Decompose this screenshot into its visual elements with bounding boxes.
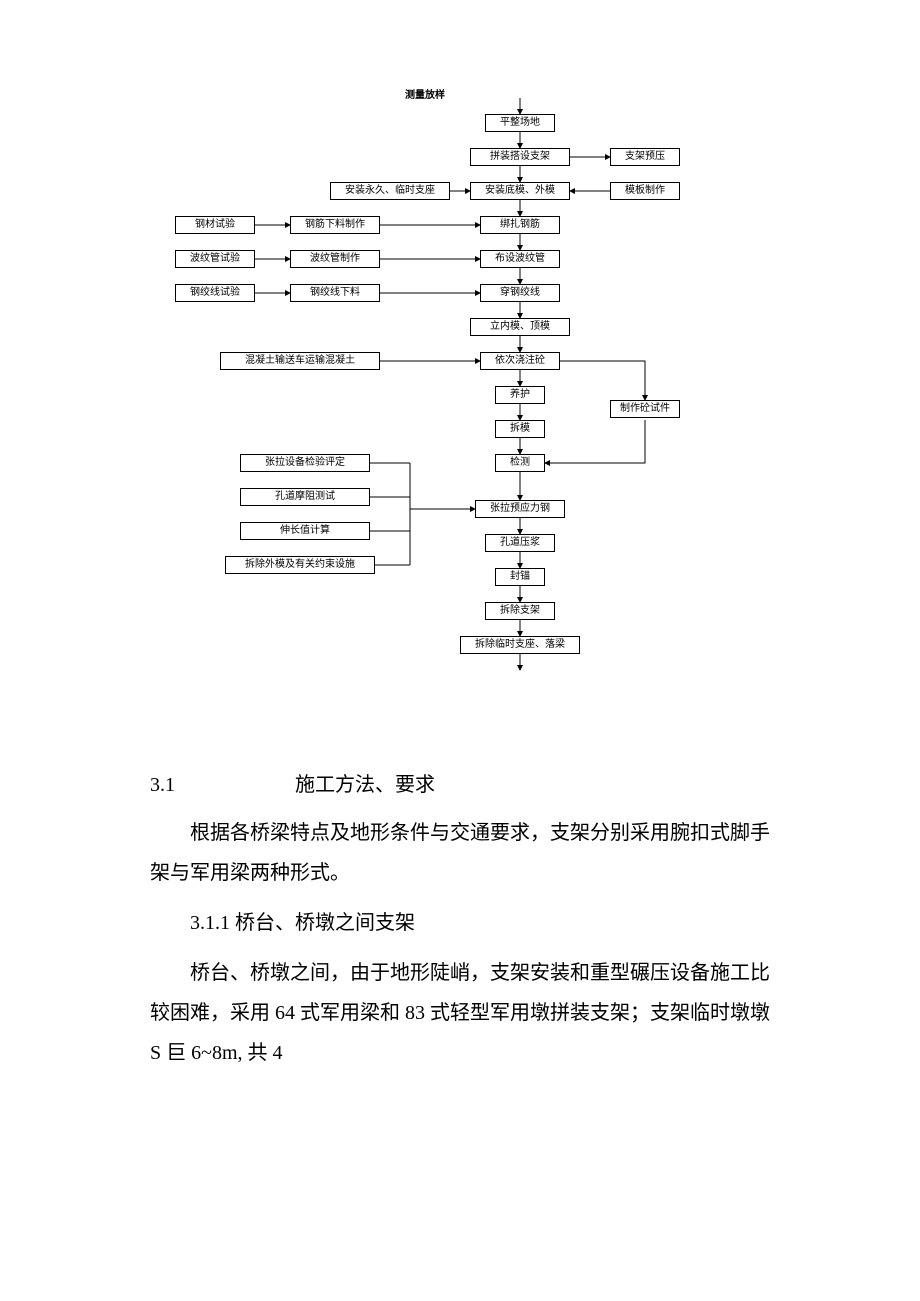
node-lay-corrugated: 布设波纹管: [480, 250, 560, 268]
node-preload: 支架预压: [610, 148, 680, 166]
node-rebar-cut: 钢筋下料制作: [290, 216, 380, 234]
node-form-fabrication: 模板制作: [610, 182, 680, 200]
flow-top-label: 测量放样: [405, 86, 445, 101]
node-install-formwork: 安装底模、外模: [470, 182, 570, 200]
node-install-bearings: 安装永久、临时支座: [330, 182, 450, 200]
node-strand-cut: 钢绞线下料: [290, 284, 380, 302]
paragraph-1: 根据各桥梁特点及地形条件与交通要求，支架分别采用腕扣式脚手架与军用梁两种形式。: [150, 813, 770, 893]
node-pour-concrete: 依次浇注砼: [480, 352, 560, 370]
node-duct-friction: 孔道摩阻测试: [240, 488, 370, 506]
node-corrugated-test: 波纹管试验: [175, 250, 255, 268]
node-steel-test: 钢材试验: [175, 216, 255, 234]
heading-3-1: 3.1 施工方法、要求: [150, 765, 770, 805]
node-elongation-calc: 伸长值计算: [240, 522, 370, 540]
node-duct-grout: 孔道压浆: [485, 534, 555, 552]
node-strip-form: 拆模: [495, 420, 545, 438]
node-seal-anchor: 封锚: [495, 568, 545, 586]
node-level-ground: 平整场地: [485, 114, 555, 132]
node-remove-outer-form: 拆除外模及有关约束设施: [225, 556, 375, 574]
node-strand-test: 钢绞线试验: [175, 284, 255, 302]
heading-title: 施工方法、要求: [295, 774, 435, 796]
flow-arrows: [170, 80, 790, 725]
node-thread-strand: 穿钢绞线: [480, 284, 560, 302]
node-tension: 张拉预应力钢: [475, 500, 565, 518]
paragraph-2: 桥台、桥墩之间，由于地形陡峭，支架安装和重型碾压设备施工比较困难，采用 64 式…: [150, 953, 770, 1073]
node-tie-rebar: 绑扎钢筋: [480, 216, 560, 234]
node-corrugated-make: 波纹管制作: [290, 250, 380, 268]
body-text: 3.1 施工方法、要求 根据各桥梁特点及地形条件与交通要求，支架分别采用腕扣式脚…: [150, 765, 770, 1073]
node-remove-scaffold: 拆除支架: [485, 602, 555, 620]
node-jack-calibration: 张拉设备检验评定: [240, 454, 370, 472]
heading-3-1-1: 3.1.1 桥台、桥墩之间支架: [190, 903, 770, 943]
node-inspect: 检测: [495, 454, 545, 472]
node-cure: 养护: [495, 386, 545, 404]
node-make-specimen: 制作砼试件: [610, 400, 680, 418]
flowchart: 测量放样 平整场地 拼装搭设支架 安装底模、外模 绑扎钢筋 布设波纹管 穿钢绞线…: [170, 80, 790, 725]
node-assemble-scaffold: 拼装搭设支架: [470, 148, 570, 166]
node-remove-temp-bearing: 拆除临时支座、落梁: [460, 636, 580, 654]
node-concrete-transport: 混凝土输送车运输混凝土: [220, 352, 380, 370]
heading-number: 3.1: [150, 765, 290, 805]
node-inner-top-form: 立内模、顶模: [470, 318, 570, 336]
